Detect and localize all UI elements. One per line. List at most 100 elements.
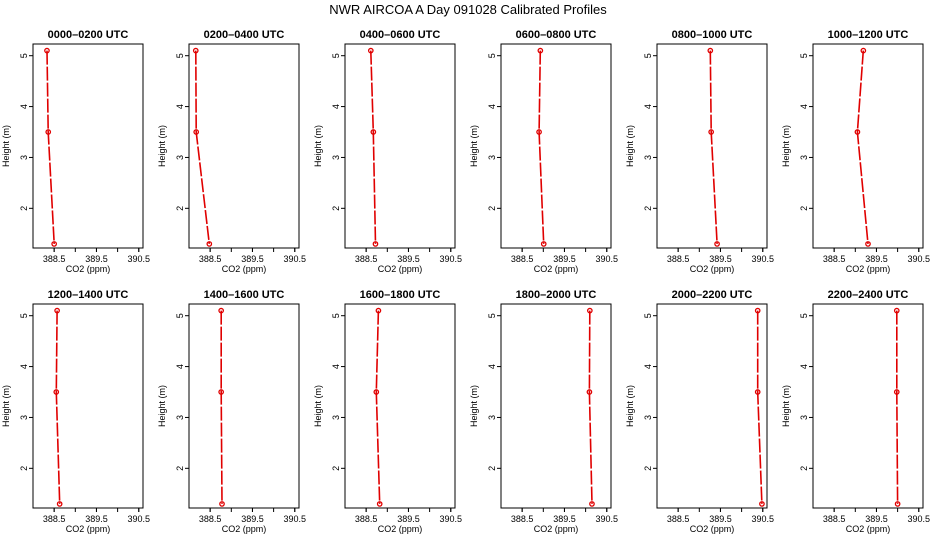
y-tick-label: 3 [19, 415, 29, 420]
y-tick-label: 5 [19, 313, 29, 318]
y-tick-label: 3 [487, 415, 497, 420]
y-tick-label: 2 [19, 206, 29, 211]
y-tick-label: 4 [799, 364, 809, 369]
panel-title: 0000–0200 UTC [48, 29, 129, 41]
panel-title: 0600–0800 UTC [516, 29, 597, 41]
y-tick-label: 2 [487, 466, 497, 471]
y-tick-label: 2 [799, 466, 809, 471]
data-point [376, 501, 383, 507]
plot-frame [188, 43, 300, 249]
y-tick-label: 4 [175, 104, 185, 109]
x-tick-label: 389.5 [553, 254, 576, 264]
y-tick-label: 4 [487, 104, 497, 109]
y-axis-label: Height (m) [781, 385, 791, 427]
data-point [707, 47, 714, 54]
y-tick-label: 4 [175, 364, 185, 369]
y-tick-label: 3 [643, 155, 653, 160]
y-tick-label: 3 [331, 155, 341, 160]
data-point [372, 241, 379, 247]
x-axis-label: CO2 (ppm) [66, 524, 111, 534]
y-tick-label: 4 [19, 364, 29, 369]
x-tick-label: 388.5 [355, 514, 378, 524]
y-tick-label: 3 [799, 415, 809, 420]
x-axis-label: CO2 (ppm) [534, 524, 579, 534]
data-point [893, 389, 900, 395]
plot-frame [812, 303, 924, 509]
plot-frame [656, 43, 768, 249]
x-tick-label: 389.5 [397, 254, 420, 264]
x-tick-label: 390.5 [284, 254, 307, 264]
x-tick-label: 390.5 [128, 254, 151, 264]
y-tick-label: 4 [799, 104, 809, 109]
plot-frame [812, 43, 924, 249]
y-tick-label: 4 [331, 364, 341, 369]
panel-grid: 0000–0200 UTC 388.5 389.5 390.5 2 3 4 5 CO2 (ppm… [1, 29, 930, 534]
data-point [586, 307, 593, 314]
panel-title: 0400–0600 UTC [360, 29, 441, 41]
y-tick-label: 4 [643, 364, 653, 369]
x-tick-label: 390.5 [752, 514, 775, 524]
x-tick-label: 390.5 [752, 254, 775, 264]
x-tick-label: 390.5 [440, 514, 463, 524]
y-axis-label: Height (m) [157, 125, 167, 167]
x-tick-label: 390.5 [908, 254, 931, 264]
data-point [56, 501, 63, 507]
x-axis-label: CO2 (ppm) [66, 264, 111, 274]
x-axis-label: CO2 (ppm) [378, 264, 423, 274]
data-point [759, 501, 765, 507]
y-tick-label: 2 [643, 206, 653, 211]
data-point [854, 129, 861, 135]
x-tick-label: 389.5 [241, 254, 264, 264]
x-tick-label: 389.5 [865, 254, 888, 264]
y-axis-label: Height (m) [1, 125, 11, 167]
panel-title: 1800–2000 UTC [516, 289, 597, 301]
panel-title: 0800–1000 UTC [672, 29, 753, 41]
y-tick-label: 5 [799, 53, 809, 58]
y-tick-label: 3 [799, 155, 809, 160]
data-point [754, 307, 761, 314]
x-tick-label: 388.5 [355, 254, 378, 264]
data-point [44, 47, 50, 54]
panel-title: 1000–1200 UTC [828, 29, 909, 41]
y-tick-label: 3 [19, 155, 29, 160]
y-tick-label: 4 [19, 104, 29, 109]
profile-line [55, 310, 61, 504]
data-point [586, 389, 593, 395]
y-tick-label: 5 [175, 313, 185, 318]
profile-line [895, 310, 899, 504]
y-tick-label: 5 [175, 53, 185, 58]
x-axis-label: CO2 (ppm) [222, 264, 267, 274]
y-tick-label: 2 [799, 206, 809, 211]
x-axis-label: CO2 (ppm) [846, 264, 891, 274]
profile-line [46, 50, 55, 244]
x-tick-label: 388.5 [667, 254, 690, 264]
profile-line [195, 50, 211, 244]
y-tick-label: 5 [19, 53, 29, 58]
x-tick-label: 389.5 [85, 514, 108, 524]
y-tick-label: 4 [331, 104, 341, 109]
panel-title: 1600–1800 UTC [360, 289, 441, 301]
x-tick-label: 389.5 [709, 514, 732, 524]
y-tick-label: 2 [175, 466, 185, 471]
x-tick-label: 388.5 [43, 514, 66, 524]
data-point [536, 129, 542, 135]
profile-line [709, 50, 718, 244]
x-tick-label: 389.5 [553, 514, 576, 524]
figure-title: NWR AIRCOA A Day 091028 Calibrated Profi… [329, 2, 607, 17]
data-point [375, 307, 382, 314]
data-point [860, 47, 867, 54]
panel-2: 0400–0600 UTC 388.5 389.5 390.5 2 3 4 5 CO2 (ppm… [313, 29, 462, 274]
y-tick-label: 4 [643, 104, 653, 109]
data-point [540, 241, 547, 247]
x-tick-label: 390.5 [596, 254, 619, 264]
y-tick-label: 5 [643, 53, 653, 58]
panel-title: 0200–0400 UTC [204, 29, 285, 41]
profile-line [756, 310, 763, 504]
y-tick-label: 2 [19, 466, 29, 471]
profile-line [588, 310, 593, 504]
data-point [894, 501, 901, 507]
x-tick-label: 390.5 [440, 254, 463, 264]
plot-frame [188, 303, 300, 509]
plot-frame [500, 43, 612, 249]
